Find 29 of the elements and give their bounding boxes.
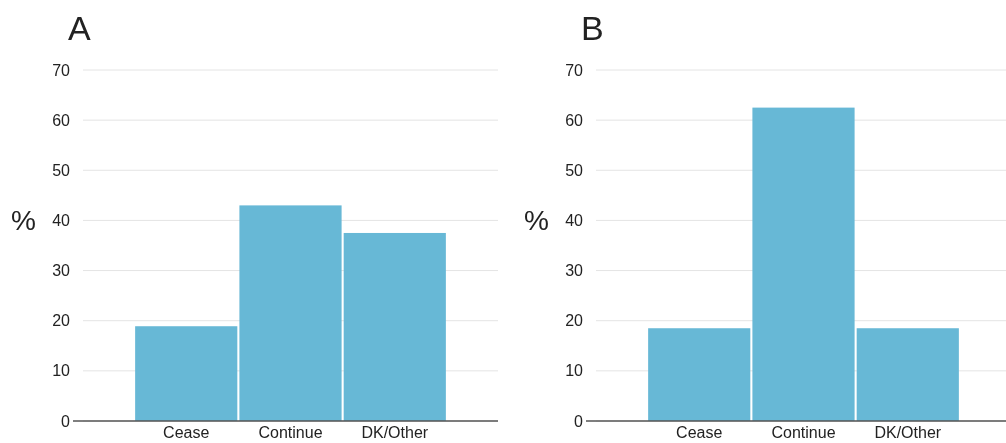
y-tick-label: 60 <box>52 111 71 129</box>
y-tick-label: 50 <box>52 161 71 179</box>
x-tick-label: Continue <box>258 424 323 442</box>
y-tick-label: 20 <box>52 312 71 330</box>
y-tick-label: 60 <box>565 111 584 129</box>
y-tick-label: 10 <box>565 362 584 380</box>
y-tick-label: 0 <box>574 412 584 430</box>
y-axis-title: % <box>11 205 36 236</box>
y-tick-label: 30 <box>52 262 71 280</box>
y-tick-label: 50 <box>565 161 584 179</box>
bar <box>135 326 238 421</box>
x-tick-label: DK/Other <box>361 424 429 442</box>
x-tick-label: DK/Other <box>874 424 942 442</box>
chart-title: A <box>68 9 91 47</box>
y-tick-label: 70 <box>565 61 584 79</box>
y-tick-label: 30 <box>565 262 584 280</box>
y-tick-label: 40 <box>565 212 584 230</box>
y-axis-title: % <box>524 205 549 236</box>
y-tick-label: 40 <box>52 212 71 230</box>
y-tick-label: 0 <box>61 412 71 430</box>
x-tick-label: Continue <box>771 424 836 442</box>
y-tick-label: 70 <box>52 61 71 79</box>
chart-title: B <box>581 9 604 47</box>
x-tick-label: Cease <box>676 424 723 442</box>
x-tick-label: Cease <box>163 424 210 442</box>
y-tick-label: 20 <box>565 312 584 330</box>
bar <box>239 205 342 421</box>
y-tick-label: 10 <box>52 362 71 380</box>
bar <box>343 232 446 421</box>
